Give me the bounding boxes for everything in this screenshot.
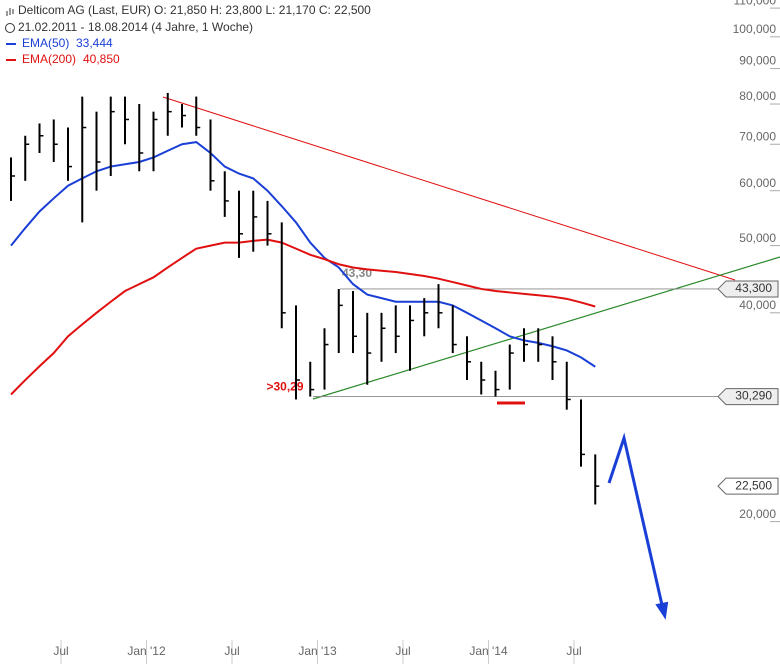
trend-line	[162, 96, 736, 281]
level-label: 30,290	[735, 389, 772, 403]
y-tick-label: 100,000	[733, 22, 777, 36]
chart-subtitle: 21.02.2011 - 18.08.2014 (4 Jahre, 1 Woch…	[18, 20, 253, 34]
trend-line	[312, 256, 780, 400]
x-tick-label: Jan '14	[469, 644, 508, 658]
x-tick-label: Jan '13	[298, 644, 337, 658]
x-tick-label: Jul	[566, 644, 581, 658]
clock-icon	[5, 23, 15, 33]
legend-label: EMA(200)	[22, 52, 76, 66]
arrow-head	[655, 601, 669, 620]
level-marker	[717, 388, 779, 406]
level-marker	[717, 280, 779, 298]
level-label: 22,500	[735, 478, 772, 492]
x-tick-label: Jan '12	[127, 644, 166, 658]
y-tick-label: 70,000	[739, 129, 776, 143]
level-label: 43,300	[735, 281, 772, 295]
ema-line	[10, 238, 596, 396]
x-tick-label: Jul	[395, 644, 410, 658]
y-tick-label: 20,000	[739, 507, 776, 521]
y-tick-label: 40,000	[739, 298, 776, 312]
legend-label: EMA(50)	[22, 36, 69, 50]
y-tick-label: 80,000	[739, 89, 776, 103]
x-tick-label: Jul	[53, 644, 68, 658]
forecast-arrow	[607, 432, 664, 606]
y-tick-label: 90,000	[739, 54, 776, 68]
legend-value: 40,850	[83, 52, 120, 66]
chart-title: Delticom AG (Last, EUR) O: 21,850 H: 23,…	[18, 3, 371, 17]
x-tick-label: Jul	[224, 644, 239, 658]
legend-value: 33,444	[76, 36, 113, 50]
ema-line	[10, 141, 596, 368]
y-tick-label: 60,000	[739, 176, 776, 190]
level-marker	[717, 477, 779, 495]
y-tick-label: 50,000	[739, 231, 776, 245]
annotation: >30,29	[266, 380, 303, 394]
y-tick-label: 110,000	[734, 0, 777, 7]
